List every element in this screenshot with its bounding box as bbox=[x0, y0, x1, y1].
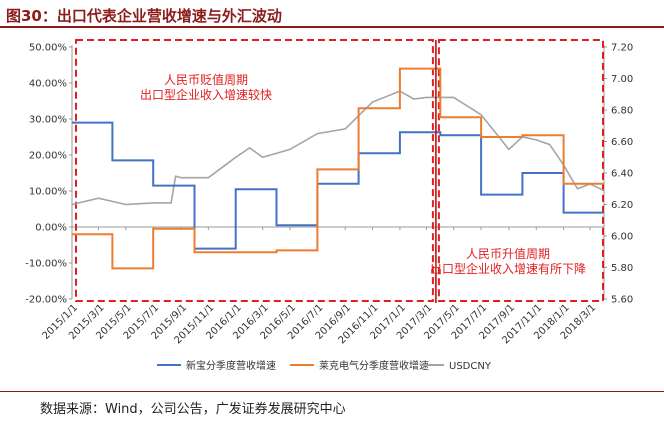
y-right-tick-label: 7.20 bbox=[611, 43, 633, 54]
y-right-tick-label: 6.40 bbox=[611, 169, 633, 180]
y-right-tick-label: 6.00 bbox=[611, 232, 633, 243]
y-right-tick-label: 5.60 bbox=[611, 295, 633, 306]
y-left-tick-label: -10.00% bbox=[25, 259, 67, 270]
legend-label: 莱克电气分季度营收增速 bbox=[319, 359, 429, 372]
plot-area bbox=[71, 67, 604, 270]
title-bar: 图30：出口代表企业营收增速与外汇波动 bbox=[0, 0, 664, 28]
y-right-tick-label: 6.20 bbox=[611, 200, 633, 211]
annotation-text: 出口型企业收入增速较快 bbox=[140, 87, 272, 102]
source-divider bbox=[0, 391, 664, 392]
series-line-xinbao bbox=[72, 121, 604, 250]
series-line-usdcny bbox=[71, 90, 604, 206]
legend-label: 新宝分季度营收增速 bbox=[186, 359, 276, 372]
y-left-tick-label: 30.00% bbox=[29, 115, 67, 126]
annotation-text: 人民币升值周期 bbox=[466, 246, 550, 261]
y-right-tick-label: 6.60 bbox=[611, 137, 633, 148]
y-right-tick-label: 6.80 bbox=[611, 106, 633, 117]
appreciation-period-box bbox=[437, 39, 604, 302]
depreciation-period-box bbox=[75, 39, 434, 302]
y-right-tick-label: 5.80 bbox=[611, 263, 633, 274]
title-divider bbox=[0, 26, 664, 28]
y-left-tick-label: -20.00% bbox=[25, 295, 67, 306]
y-left-tick-label: 0.00% bbox=[35, 223, 67, 234]
highlight-boxes bbox=[75, 39, 604, 302]
chart-title: 图30：出口代表企业营收增速与外汇波动 bbox=[6, 7, 282, 25]
annotation-text: 人民币贬值周期 bbox=[164, 72, 248, 87]
legend-label: USDCNY bbox=[449, 361, 492, 372]
y-left-tick-label: 40.00% bbox=[29, 79, 67, 90]
y-right-tick-label: 7.00 bbox=[611, 74, 633, 85]
y-left-tick-label: 20.00% bbox=[29, 151, 67, 162]
y-left-tick-label: 10.00% bbox=[29, 187, 67, 198]
chart-legend: 新宝分季度营收增速 莱克电气分季度营收增速 USDCNY bbox=[157, 359, 492, 372]
source-note: 数据来源：Wind，公司公告，广发证券发展研究中心 bbox=[40, 402, 346, 417]
annotation-text: 出口型企业收入增速有所下降 bbox=[430, 261, 586, 276]
y-left-tick-label: 50.00% bbox=[29, 43, 67, 54]
